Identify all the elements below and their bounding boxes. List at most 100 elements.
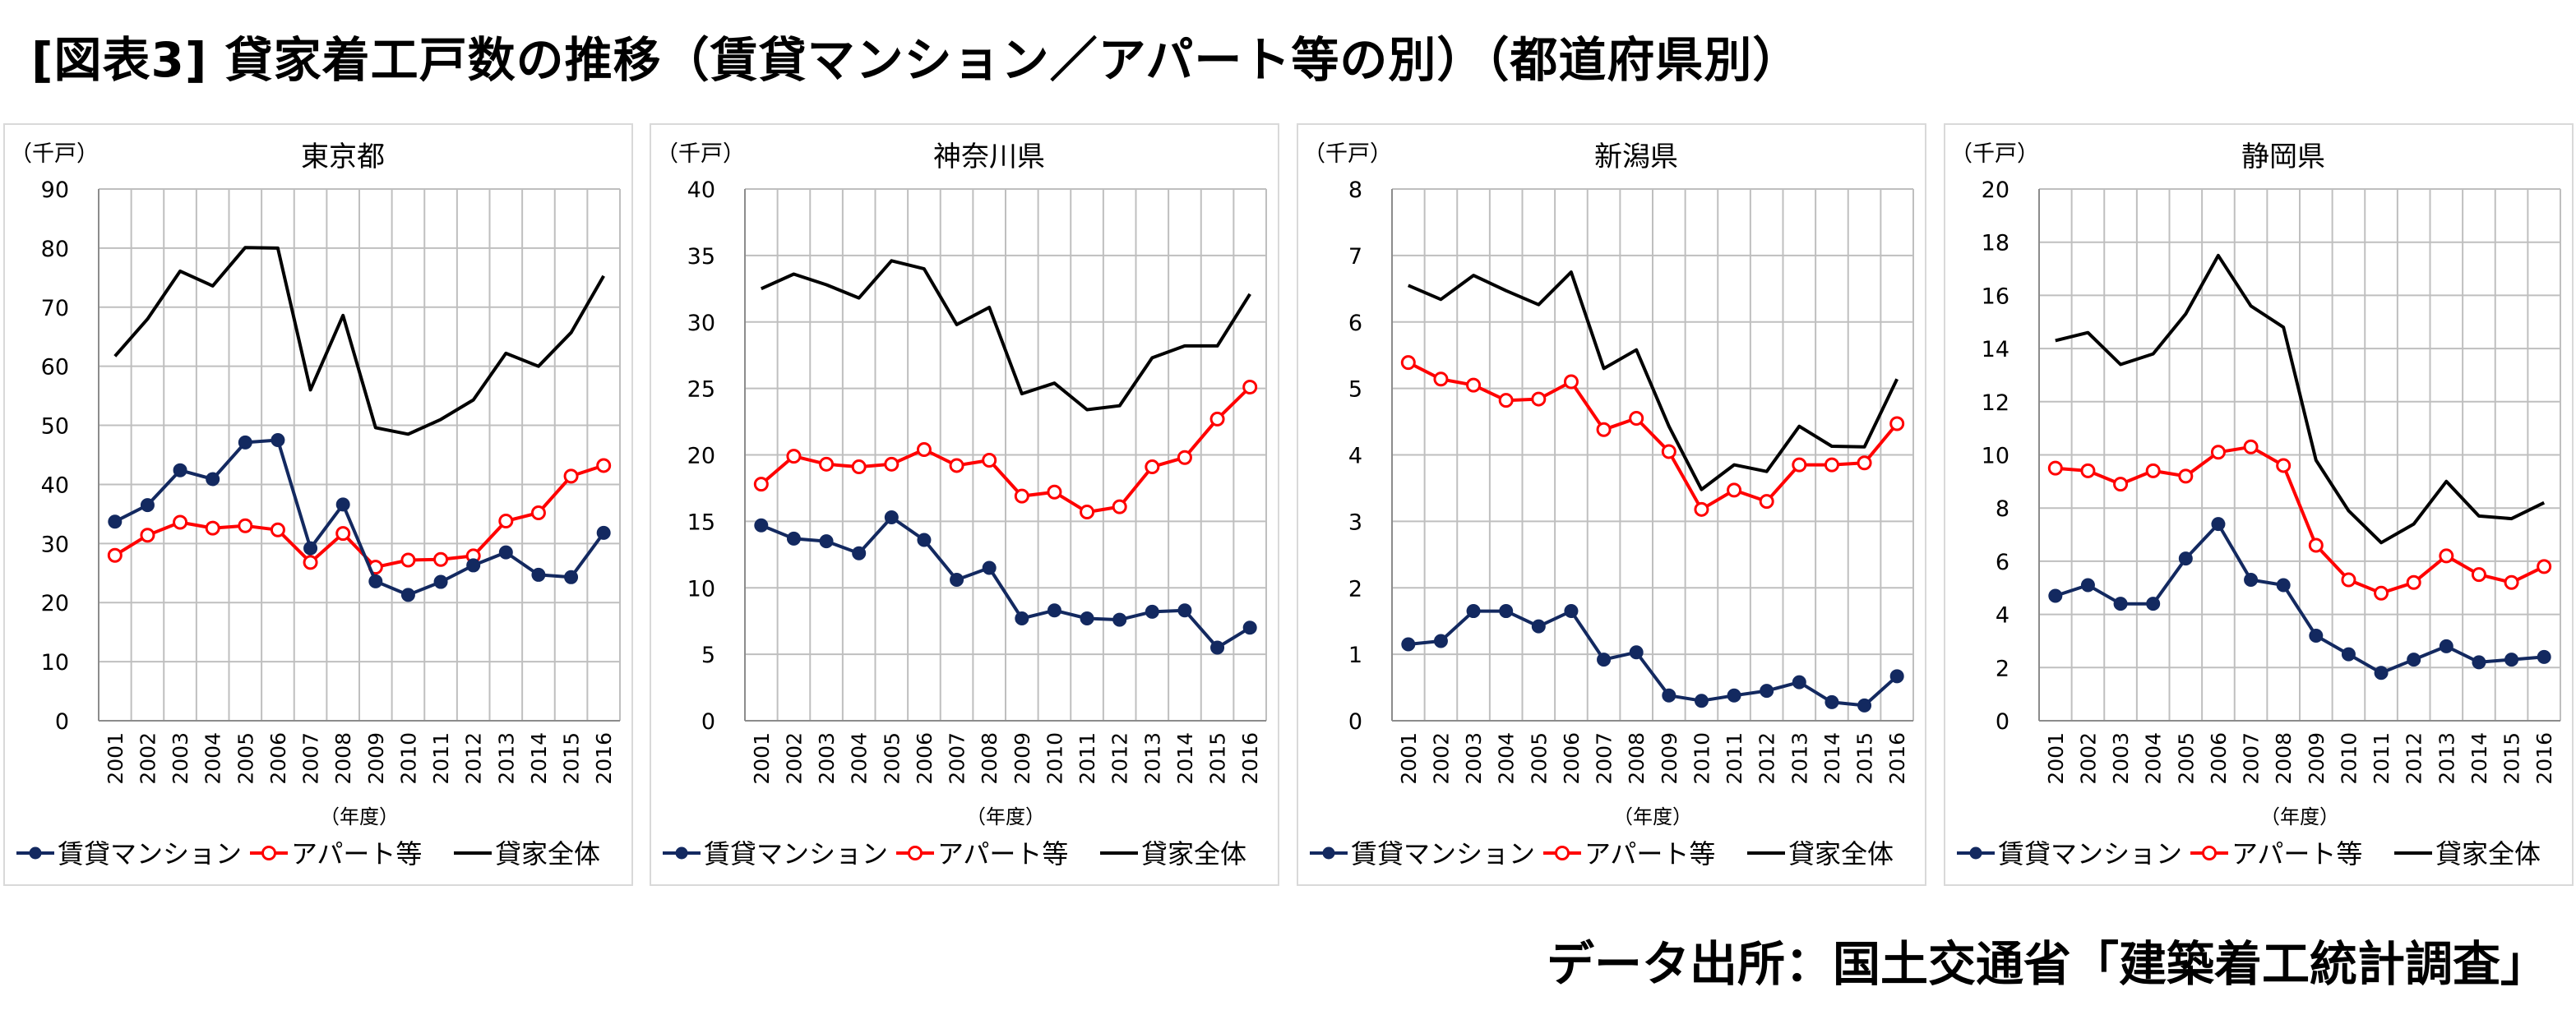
data-point-mansion [2276, 578, 2291, 593]
x-tick-label: 2004 [1495, 732, 1519, 785]
x-tick-label: 2013 [1140, 732, 1164, 785]
data-point-mansion [884, 510, 899, 525]
data-point-mansion [206, 472, 220, 487]
data-point-apart [238, 518, 253, 533]
series-line-total [760, 259, 1251, 412]
x-tick-label: 2011 [1075, 732, 1099, 785]
legend-marker-mansion [1969, 846, 1982, 860]
data-point-apart [270, 522, 285, 537]
y-tick-label: 14 [1982, 337, 2009, 362]
data-point-mansion [400, 588, 415, 602]
y-unit-label: （千戸） [10, 141, 99, 167]
data-point-mansion [1531, 619, 1546, 634]
data-point-apart [1694, 501, 1709, 517]
data-point-mansion [1662, 688, 1676, 703]
x-tick-label: 2010 [1043, 732, 1066, 785]
data-point-apart [819, 456, 835, 472]
y-tick-label: 8 [1996, 496, 2009, 522]
legend-label-total: 貸家全体 [1141, 838, 1246, 869]
x-tick-label: 2011 [429, 732, 453, 785]
data-point-apart [1400, 355, 1416, 371]
data-point-apart [949, 458, 964, 473]
x-tick-label: 2014 [527, 732, 551, 785]
data-point-apart [2406, 574, 2421, 590]
y-tick-label: 90 [41, 178, 69, 203]
data-point-apart [2276, 458, 2292, 473]
data-point-mansion [2113, 597, 2128, 611]
y-tick-label: 4 [1348, 444, 1362, 469]
x-tick-label: 2008 [978, 732, 1001, 785]
x-tick-label: 2005 [880, 732, 904, 785]
legend-marker-mansion [675, 846, 688, 860]
chart-kanagawa: 神奈川県 （千戸） 0 5 10 15 20 25 30 35 40 2001 2002 2003 2004… [656, 141, 1267, 869]
x-axis-label: （年度） [966, 805, 1045, 828]
x-tick-label: 2003 [169, 732, 192, 785]
data-point-mansion [1889, 669, 1904, 684]
legend-label-apart: アパート等 [937, 838, 1068, 869]
chart-title: 静岡県 [2241, 141, 2325, 173]
y-tick-label: 12 [1982, 390, 2009, 416]
data-point-apart [1433, 371, 1449, 387]
x-tick-label: 2002 [2076, 732, 2100, 785]
series-line-mansion [1408, 609, 1898, 708]
x-tick-label: 2015 [1206, 732, 1230, 785]
x-tick-label: 2010 [2337, 732, 2361, 785]
x-tick-label: 2001 [1397, 732, 1421, 785]
data-point-apart [1792, 457, 1807, 473]
data-point-apart [1177, 450, 1192, 465]
legend-marker-apart [2202, 846, 2217, 860]
data-point-mansion [1242, 620, 1257, 635]
data-point-apart [982, 452, 997, 468]
data-point-mansion [303, 541, 318, 556]
y-tick-label: 18 [1982, 231, 2009, 256]
y-tick-label: 10 [1982, 444, 2009, 469]
x-tick-label: 2016 [1885, 732, 1909, 785]
data-point-apart [563, 468, 579, 484]
data-point-mansion [2439, 639, 2453, 653]
x-tick-label: 2012 [2403, 732, 2426, 785]
y-unit-label: （千戸） [1950, 141, 2039, 167]
x-tick-label: 2011 [1723, 732, 1746, 785]
data-point-mansion [1466, 604, 1481, 619]
x-tick-label: 2010 [396, 732, 420, 785]
x-tick-label: 2004 [848, 732, 872, 785]
data-point-apart [1857, 455, 1872, 471]
legend-label-apart: アパート等 [1584, 838, 1715, 869]
data-point-apart [2439, 548, 2454, 564]
y-tick-label: 0 [1348, 709, 1362, 735]
data-point-mansion [917, 533, 932, 547]
x-tick-label: 2009 [364, 732, 388, 785]
x-tick-label: 2002 [136, 732, 160, 785]
y-tick-label: 10 [687, 576, 715, 602]
data-point-apart [2080, 463, 2096, 478]
x-tick-label: 2014 [2467, 732, 2491, 785]
data-point-mansion [1694, 694, 1709, 708]
data-point-mansion [2374, 666, 2389, 680]
legend-label-total: 貸家全体 [495, 838, 600, 869]
y-tick-label: 1 [1348, 643, 1362, 668]
x-tick-label: 2014 [1820, 732, 1844, 785]
data-point-mansion [1047, 603, 1061, 618]
y-tick-label: 35 [687, 244, 715, 270]
y-tick-label: 30 [687, 311, 715, 336]
x-tick-label: 2001 [750, 732, 774, 785]
data-point-apart [1889, 416, 1905, 431]
data-point-mansion [108, 514, 123, 529]
series-line-apart [113, 464, 604, 570]
data-point-apart [2537, 559, 2552, 574]
data-point-mansion [498, 545, 513, 560]
data-point-apart [1563, 374, 1579, 390]
legend-label-total: 貸家全体 [1788, 838, 1894, 869]
x-tick-label: 2008 [2272, 732, 2296, 785]
x-tick-label: 2013 [2435, 732, 2458, 785]
chart-title: 東京都 [301, 141, 385, 173]
x-tick-label: 2003 [1462, 732, 1486, 785]
y-tick-label: 16 [1982, 284, 2009, 309]
series-line-total [1408, 270, 1899, 491]
y-tick-label: 50 [41, 414, 69, 440]
y-tick-label: 0 [1996, 709, 2009, 735]
data-point-apart [335, 526, 351, 542]
data-point-apart [2178, 468, 2194, 484]
x-axis-label: （年度） [320, 805, 399, 828]
data-point-apart [498, 514, 514, 529]
